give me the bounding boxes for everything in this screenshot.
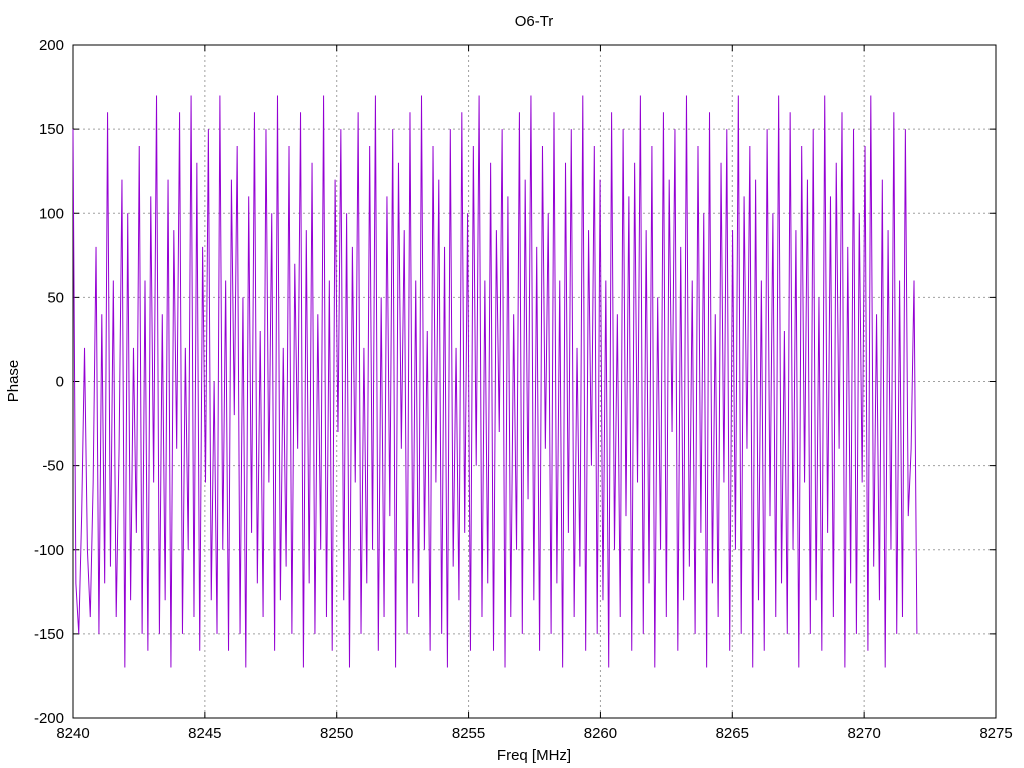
y-tick-label: -150 bbox=[34, 626, 64, 643]
x-axis-label: Freq [MHz] bbox=[497, 747, 571, 764]
x-tick-label: 8275 bbox=[979, 725, 1012, 742]
x-tick-label: 8265 bbox=[716, 725, 749, 742]
x-tick-label: 8270 bbox=[847, 725, 880, 742]
x-tick-label: 8255 bbox=[452, 725, 485, 742]
y-tick-label: 100 bbox=[39, 205, 64, 222]
grid-lines bbox=[73, 45, 996, 718]
y-axis-label: Phase bbox=[5, 360, 22, 403]
chart-title: O6-Tr bbox=[515, 13, 554, 30]
series-line-phase bbox=[72, 95, 918, 668]
y-tick-label: -50 bbox=[42, 458, 64, 475]
x-tick-label: 8260 bbox=[584, 725, 617, 742]
y-tick-label: -100 bbox=[34, 542, 64, 559]
y-tick-labels: -200 -150 -100 -50 0 50 100 150 200 bbox=[34, 37, 64, 727]
y-tick-label: -200 bbox=[34, 710, 64, 727]
y-tick-label: 0 bbox=[56, 374, 64, 391]
y-tick-label: 50 bbox=[47, 289, 64, 306]
axis-ticks bbox=[72, 44, 997, 719]
x-tick-label: 8240 bbox=[56, 725, 89, 742]
x-tick-label: 8245 bbox=[188, 725, 221, 742]
x-tick-label: 8250 bbox=[320, 725, 353, 742]
y-tick-label: 150 bbox=[39, 121, 64, 138]
y-tick-label: 200 bbox=[39, 37, 64, 54]
x-tick-labels: 8240 8245 8250 8255 8260 8265 8270 8275 bbox=[56, 725, 1012, 742]
